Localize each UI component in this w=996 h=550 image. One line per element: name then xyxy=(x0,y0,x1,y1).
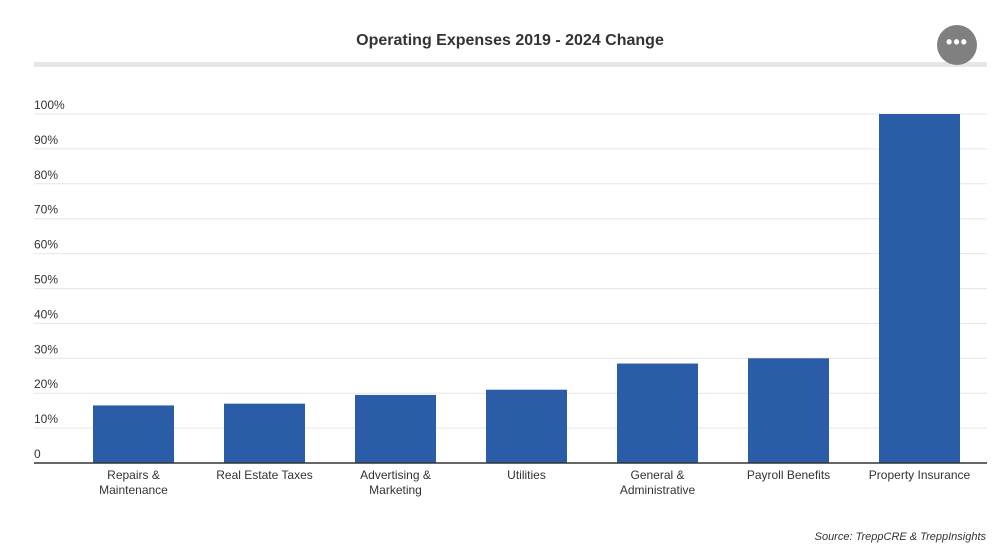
x-tick-label: Property Insurance xyxy=(869,468,971,482)
chart-menu-button[interactable]: ••• xyxy=(937,25,977,65)
y-tick-label: 100% xyxy=(34,98,65,112)
x-tick-label: Payroll Benefits xyxy=(747,468,830,482)
bars xyxy=(93,114,960,463)
source-note: Source: TreppCRE & TreppInsights xyxy=(814,531,986,543)
y-tick-label: 0 xyxy=(34,447,41,461)
bar xyxy=(93,405,174,463)
x-tick-label: Utilities xyxy=(507,468,546,482)
bar xyxy=(224,403,305,463)
y-tick-label: 60% xyxy=(34,238,58,252)
y-tick-label: 20% xyxy=(34,377,58,391)
ellipsis-icon: ••• xyxy=(946,32,968,52)
x-tick-label: General & Administrative xyxy=(620,468,696,497)
bar xyxy=(879,114,960,463)
bar xyxy=(617,363,698,463)
title-divider xyxy=(34,62,987,67)
y-tick-label: 40% xyxy=(34,307,58,321)
x-tick-label: Advertising & Marketing xyxy=(360,468,431,497)
chart-title: Operating Expenses 2019 - 2024 Change xyxy=(356,32,664,49)
y-axis-ticks: 0 10% 20% 30% 40% 50% 60% 70% 80% 90% 100% xyxy=(34,98,65,461)
y-tick-label: 90% xyxy=(34,133,58,147)
y-tick-label: 50% xyxy=(34,273,58,287)
x-tick-label: Repairs & Maintenance xyxy=(99,468,168,497)
bar xyxy=(486,389,567,463)
x-tick-label: Real Estate Taxes xyxy=(216,468,313,482)
x-axis-labels: Repairs & Maintenance Real Estate Taxes Adv… xyxy=(99,468,970,497)
bar xyxy=(748,358,829,463)
y-tick-label: 10% xyxy=(34,412,58,426)
gridlines xyxy=(34,113,987,429)
y-tick-label: 70% xyxy=(34,203,58,217)
y-tick-label: 80% xyxy=(34,168,58,182)
y-tick-label: 30% xyxy=(34,342,58,356)
bar xyxy=(355,394,436,463)
